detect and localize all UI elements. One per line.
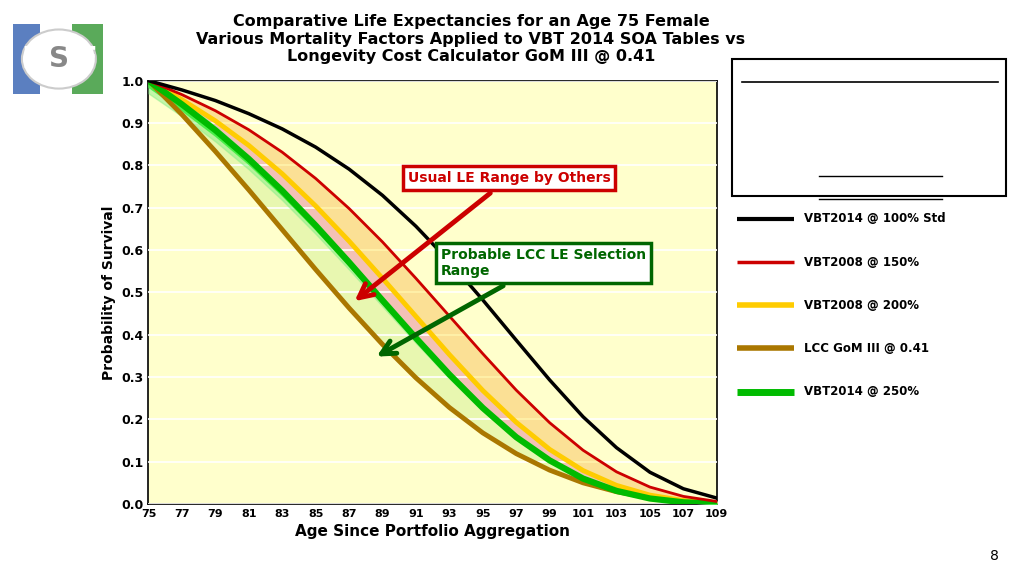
Text: Usual LE Range by Others: Usual LE Range by Others	[358, 171, 610, 298]
Text: 8: 8	[989, 550, 998, 563]
X-axis label: Age Since Portfolio Aggregation: Age Since Portfolio Aggregation	[295, 524, 570, 539]
Text: GoM I   .00000: GoM I .00000	[750, 92, 849, 105]
Text: GoM III .40593: GoM III .40593	[750, 138, 849, 151]
Circle shape	[22, 29, 96, 89]
Text: GoM IV .14298: GoM IV .14298	[750, 161, 842, 175]
FancyBboxPatch shape	[72, 24, 102, 94]
Text: F: F	[77, 44, 97, 74]
Text: Comparative Life Expectancies for an Age 75 Female
Various Mortality Factors App: Comparative Life Expectancies for an Age…	[197, 14, 745, 64]
Text: Female 75, LE 6.2 Years: Female 75, LE 6.2 Years	[786, 65, 944, 78]
Text: Probable LCC LE Selection
Range: Probable LCC LE Selection Range	[381, 248, 646, 354]
FancyBboxPatch shape	[13, 24, 40, 94]
Text: VBT2008 @ 150%: VBT2008 @ 150%	[804, 256, 919, 268]
Text: VBT2008 @ 200%: VBT2008 @ 200%	[804, 299, 919, 312]
Y-axis label: Probability of Survival: Probability of Survival	[101, 205, 116, 380]
Text: LCC GoM III @ 0.41: LCC GoM III @ 0.41	[804, 342, 929, 355]
Text: S: S	[49, 45, 69, 73]
Text: VBT2014 @ 100% Std: VBT2014 @ 100% Std	[804, 213, 945, 225]
Text: 1.00000: 1.00000	[750, 184, 856, 198]
Text: I: I	[22, 44, 33, 74]
Text: VBT2014 @ 250%: VBT2014 @ 250%	[804, 385, 919, 398]
Text: GoM II  .45109: GoM II .45109	[750, 115, 849, 128]
